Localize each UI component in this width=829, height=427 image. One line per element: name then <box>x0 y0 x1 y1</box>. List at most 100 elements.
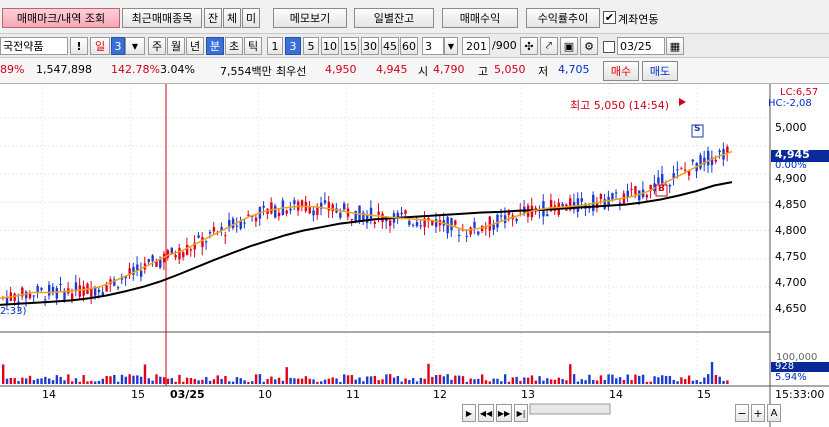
ma-slow-line <box>0 181 733 306</box>
conclusion-tab[interactable]: 체 <box>223 8 241 28</box>
save-icon[interactable]: ▣ <box>560 37 578 55</box>
volume-bar <box>166 378 170 384</box>
calendar-icon[interactable]: ▦ <box>666 37 684 55</box>
high-annotation: 최고 5,050 (14:54) <box>570 99 670 112</box>
memo-button[interactable]: 메모보기 <box>273 8 347 28</box>
volume-value: 1,547,898 <box>36 63 92 76</box>
period-dropdown-icon[interactable]: ▼ <box>125 37 145 55</box>
date-field[interactable]: 03/25 <box>617 37 665 55</box>
sell-button[interactable]: 매도 <box>642 61 678 81</box>
volume-bar <box>97 380 101 384</box>
interval-30[interactable]: 30 <box>361 37 379 55</box>
candle-body <box>339 212 342 218</box>
return-trend-button[interactable]: 수익률추이 <box>526 8 600 28</box>
period-month[interactable]: 월 <box>167 37 185 55</box>
period-num-button[interactable]: 3 <box>111 37 125 55</box>
candle-body <box>251 215 254 217</box>
candle-body <box>132 266 135 275</box>
interval-45[interactable]: 45 <box>381 37 399 55</box>
period-type-button[interactable]: 일 <box>90 37 110 55</box>
candle-body <box>189 249 193 251</box>
interval-10[interactable]: 10 <box>321 37 339 55</box>
interval-select[interactable]: 3 <box>422 37 444 55</box>
volume-bar <box>511 377 514 384</box>
x-label-11: 11 <box>346 388 360 401</box>
candle-body <box>312 210 315 216</box>
candle-body <box>634 186 637 195</box>
candle-body <box>323 200 327 204</box>
volume-bar <box>641 374 645 384</box>
trade-history-tab[interactable]: 매매마크/내역 조회 <box>2 8 120 28</box>
candle-body <box>626 190 629 198</box>
interval-15[interactable]: 15 <box>341 37 359 55</box>
candle-body <box>28 293 32 299</box>
count-field[interactable]: 201 <box>462 37 490 55</box>
trade-profit-button[interactable]: 매매수익 <box>442 8 518 28</box>
candle-body <box>235 225 239 227</box>
volume-bar <box>159 376 162 384</box>
zoom-out-icon[interactable]: − <box>735 404 749 422</box>
crosshair-icon[interactable]: ✣ <box>520 37 538 55</box>
interval-dropdown-icon[interactable]: ▼ <box>444 37 458 55</box>
candle-body <box>36 286 39 294</box>
candle-body <box>561 203 564 207</box>
volume-bar <box>580 379 583 384</box>
change-rate: 89% <box>0 63 25 76</box>
pending-tab[interactable]: 미 <box>242 8 260 28</box>
price-chart[interactable] <box>0 84 829 427</box>
candle-body <box>5 297 9 305</box>
candle-body <box>185 244 189 256</box>
period-minute[interactable]: 분 <box>206 37 224 55</box>
candle-body <box>254 217 258 222</box>
volume-bar <box>576 381 580 384</box>
volume-bar <box>189 378 193 384</box>
interval-60[interactable]: 60 <box>400 37 418 55</box>
interval-3[interactable]: 3 <box>285 37 301 55</box>
stock-name-field[interactable]: 국전약품 <box>0 37 68 55</box>
volume-bar <box>247 381 250 384</box>
volume-bar <box>657 377 660 384</box>
nav-prev-icon[interactable]: ◀◀ <box>478 404 494 422</box>
zoom-in-icon[interactable]: + <box>751 404 765 422</box>
trade-amount: 7,554백만 <box>220 65 272 78</box>
period-second[interactable]: 초 <box>225 37 243 55</box>
candle-body <box>362 212 365 221</box>
account-link-checkbox[interactable]: ✔ <box>603 11 616 24</box>
volume-bar <box>538 376 541 384</box>
daily-balance-button[interactable]: 일별잔고 <box>354 8 434 28</box>
volume-bar <box>362 381 365 384</box>
balance-tab[interactable]: 잔 <box>204 8 222 28</box>
nav-first-icon[interactable]: ▶ <box>462 404 476 422</box>
period-tick[interactable]: 틱 <box>244 37 262 55</box>
volume-bar <box>465 381 469 384</box>
buy-button[interactable]: 매수 <box>603 61 639 81</box>
stock-info-button[interactable]: ! <box>70 37 88 55</box>
volume-bar <box>687 375 691 384</box>
interval-1[interactable]: 1 <box>267 37 283 55</box>
period-week[interactable]: 주 <box>148 37 166 55</box>
date-checkbox[interactable] <box>603 41 615 53</box>
candle-body <box>197 235 200 238</box>
period-year[interactable]: 년 <box>186 37 204 55</box>
volume-bar <box>346 375 350 384</box>
marker-s: S <box>694 124 701 134</box>
candle-body <box>55 288 59 299</box>
nav-last-icon[interactable]: ▶| <box>514 404 528 422</box>
interval-5[interactable]: 5 <box>303 37 319 55</box>
scroll-track[interactable] <box>529 403 611 415</box>
volume-bar <box>47 378 51 384</box>
font-size-icon[interactable]: A <box>767 404 781 422</box>
volume-bar <box>707 374 710 384</box>
volume-bar <box>105 375 108 384</box>
recent-stocks-tab[interactable]: 최근매매종목 <box>122 8 202 28</box>
volume-bar <box>82 375 85 384</box>
draw-icon[interactable]: ⤤ <box>540 37 558 55</box>
candle-body <box>243 222 246 224</box>
y-tick-5000: 5,000 <box>775 121 807 134</box>
nav-next-icon[interactable]: ▶▶ <box>496 404 512 422</box>
gear-icon[interactable]: ⚙ <box>580 37 598 55</box>
volume-bar <box>93 381 97 384</box>
volume-bar <box>32 380 36 384</box>
volume-bar <box>270 376 273 384</box>
candle-body <box>151 255 154 262</box>
